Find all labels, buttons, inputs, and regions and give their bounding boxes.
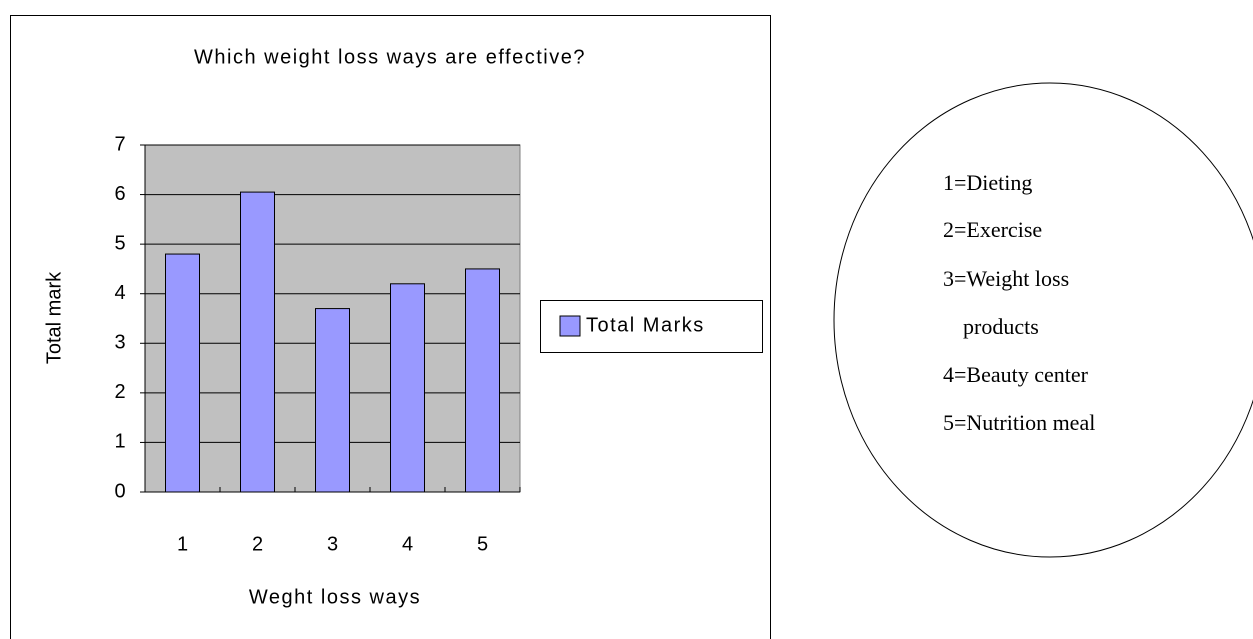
x-tick-label: 2 [252, 533, 263, 555]
annotation-line: 1=Dieting [943, 170, 1032, 195]
legend-swatch [559, 315, 581, 337]
bar [165, 253, 200, 493]
bar [240, 191, 275, 493]
annotation-line: 2=Exercise [943, 217, 1042, 242]
y-tick-label: 5 [114, 232, 125, 254]
bar [465, 268, 500, 493]
legend-label: Total Marks [586, 314, 705, 336]
bar [390, 283, 425, 493]
x-tick-label: 3 [327, 533, 338, 555]
y-tick-label: 6 [114, 183, 125, 205]
y-tick-label: 1 [114, 431, 125, 453]
x-axis-label: Weght loss ways [249, 586, 421, 608]
y-tick-label: 7 [114, 133, 125, 155]
x-tick-label: 5 [477, 533, 488, 555]
y-tick-label: 3 [114, 332, 125, 354]
bar [315, 308, 350, 493]
chart-title: Which weight loss ways are effective? [194, 46, 586, 68]
y-axis-label: Total mark [43, 271, 65, 364]
x-tick-label: 4 [402, 533, 413, 555]
annotation-line: 5=Nutrition meal [943, 410, 1095, 435]
y-tick-label: 0 [114, 480, 125, 502]
annotation-line: products [963, 314, 1039, 339]
annotation-line: 4=Beauty center [943, 362, 1089, 387]
y-tick-label: 4 [114, 282, 125, 304]
x-tick-label: 1 [177, 533, 188, 555]
annotation-ellipse [833, 82, 1253, 558]
y-tick-label: 2 [114, 381, 125, 403]
annotation-line: 3=Weight loss [943, 266, 1069, 291]
